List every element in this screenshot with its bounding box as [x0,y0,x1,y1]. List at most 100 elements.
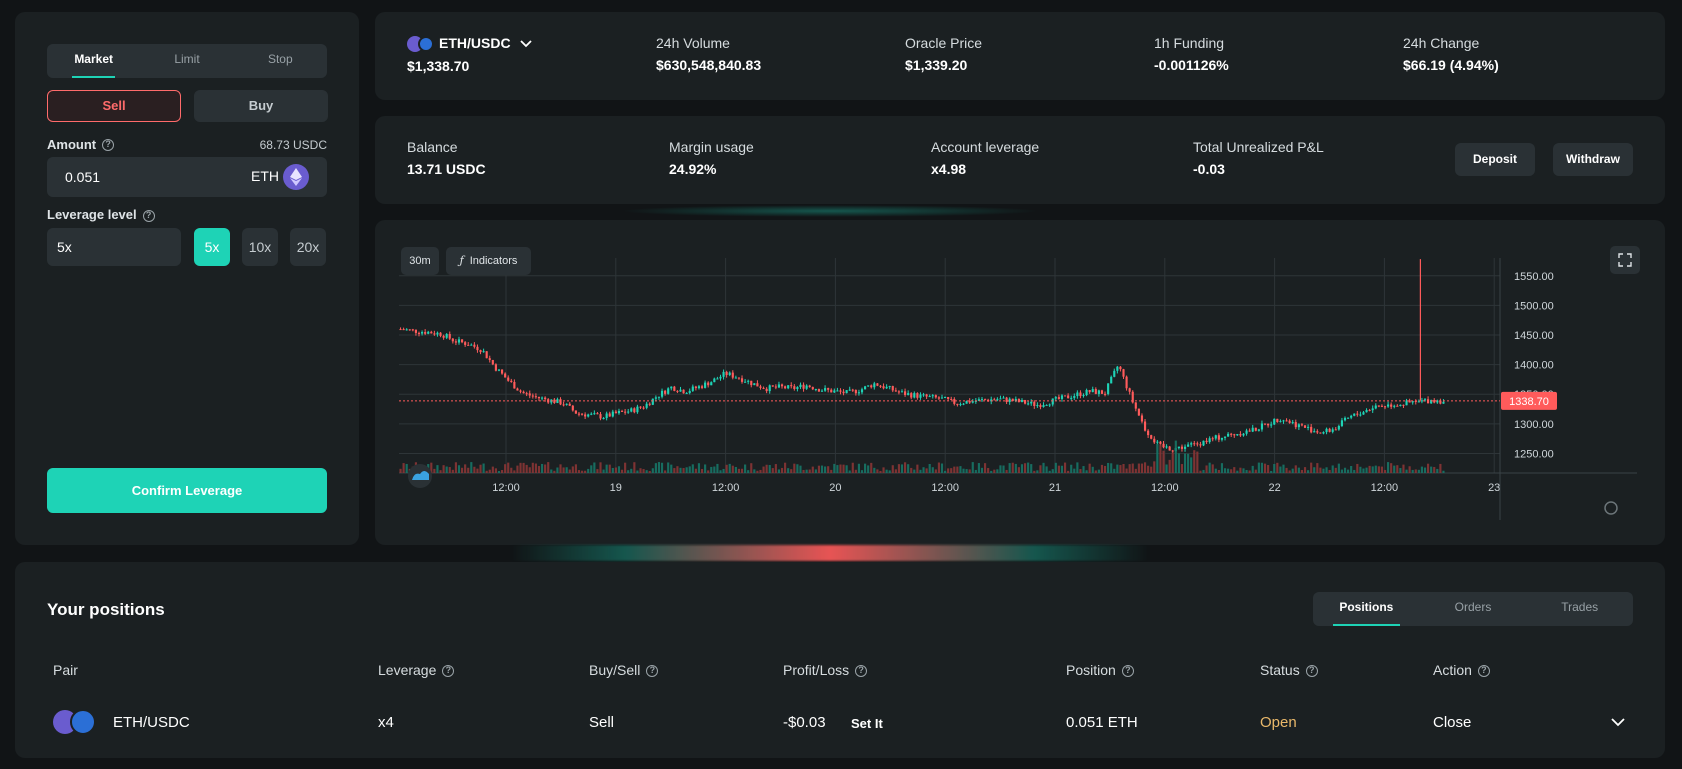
candle [534,396,537,398]
x-tick-label: 12:00 [492,482,520,494]
set-it-button[interactable]: Set It [851,716,883,731]
volume-bar [796,464,799,473]
help-icon[interactable]: ? [102,138,115,151]
x-tick-label: 12:00 [931,482,959,494]
candle [1150,435,1153,439]
candle [516,388,519,391]
volume-bar [531,462,534,473]
candle [436,332,439,335]
volume-bar [654,463,657,473]
candle [1393,405,1396,407]
candle [1076,392,1079,397]
tab-limit[interactable]: Limit [174,52,200,66]
leverage-20x-button[interactable]: 20x [290,228,326,266]
volume-bar [787,468,790,473]
candle [1239,434,1242,436]
volume-bar [962,468,965,473]
help-icon[interactable]: ? [1477,665,1490,678]
indicators-button[interactable]: ƒ Indicators [446,247,531,275]
candle [876,383,879,386]
buy-button[interactable]: Buy [194,90,328,122]
candle [1202,440,1205,446]
deposit-button[interactable]: Deposit [1455,143,1535,176]
volume-bar [457,465,461,473]
volume-bar [1165,464,1168,473]
candle [1030,401,1033,404]
fullscreen-button[interactable] [1610,246,1640,274]
pair-name[interactable]: ETH/USDC [439,35,511,51]
help-icon[interactable]: ? [646,665,659,678]
candle [1316,431,1319,433]
volume-bar [651,468,654,473]
volume-bar [667,462,670,473]
volume-bar [1134,468,1137,473]
candle [919,394,922,398]
chevron-down-icon[interactable] [520,40,533,48]
candle [1405,400,1408,406]
candle [1380,405,1384,407]
help-icon[interactable]: ? [142,209,155,222]
close-position-button[interactable]: Close [1433,714,1472,731]
volume-bar [528,467,531,473]
volume-bar [516,465,519,473]
candle [1147,430,1150,436]
amount-value[interactable]: 0.051 [65,169,101,185]
tab-orders[interactable]: Orders [1454,600,1492,614]
tab-market[interactable]: Market [47,44,140,78]
amount-input[interactable]: 0.051 ETH [47,157,327,197]
candle [648,403,651,405]
candle [1288,420,1291,423]
pair-price: $1,338.70 [407,58,470,75]
volume-bar [1211,464,1214,473]
account-leverage-label: Account leverage [931,139,1040,155]
help-icon[interactable]: ? [442,665,455,678]
help-icon[interactable]: ? [1121,665,1134,678]
pair-selector[interactable]: ETH/USDC $1,338.70 [407,35,533,75]
volume-bar [599,462,602,473]
candle [497,369,501,371]
volume-bar [937,462,940,473]
help-icon[interactable]: ? [1305,665,1318,678]
tab-positions[interactable]: Positions [1313,592,1420,626]
volume-bar [697,463,701,473]
candle [1411,400,1414,403]
candle [1214,435,1217,439]
candle [1279,421,1282,423]
positions-title: Your positions [47,600,165,619]
withdraw-button[interactable]: Withdraw [1553,143,1633,176]
help-icon[interactable]: ? [855,665,868,678]
glow-divider-top [620,205,1040,217]
volume-bar [1313,467,1316,473]
volume-bar [1137,463,1140,473]
candle [1125,376,1128,389]
volume-bar [894,469,897,473]
tab-trades[interactable]: Trades [1561,600,1599,614]
candle [1328,428,1331,432]
sell-button[interactable]: Sell [47,90,181,122]
confirm-leverage-button[interactable]: Confirm Leverage [47,468,327,513]
volume-bar [682,468,685,473]
price-chart[interactable]: 1550.001500.001450.001400.001350.001300.… [375,220,1665,545]
candle [1110,376,1113,384]
tab-stop[interactable]: Stop [267,52,293,66]
volume-bar [1399,468,1402,473]
volume-bar [488,469,491,473]
account-balance: Balance 13.71 USDC [407,139,486,177]
volume-bar [1233,467,1236,473]
volume-bar [451,469,454,473]
usdc-icon [70,709,96,735]
candle [507,377,510,381]
interval-button[interactable]: 30m [401,247,439,275]
volume-bar [922,467,925,473]
volume-bar [630,468,633,473]
candle [697,386,701,389]
chevron-down-icon[interactable] [1611,718,1625,727]
candle [639,406,642,408]
volume-bar [1054,462,1057,473]
candle [1331,429,1334,432]
leverage-10x-button[interactable]: 10x [242,228,278,266]
leverage-input[interactable]: 5x [47,228,181,266]
volume-bar [596,469,599,473]
leverage-5x-button[interactable]: 5x [194,228,230,266]
candle [1433,400,1436,403]
